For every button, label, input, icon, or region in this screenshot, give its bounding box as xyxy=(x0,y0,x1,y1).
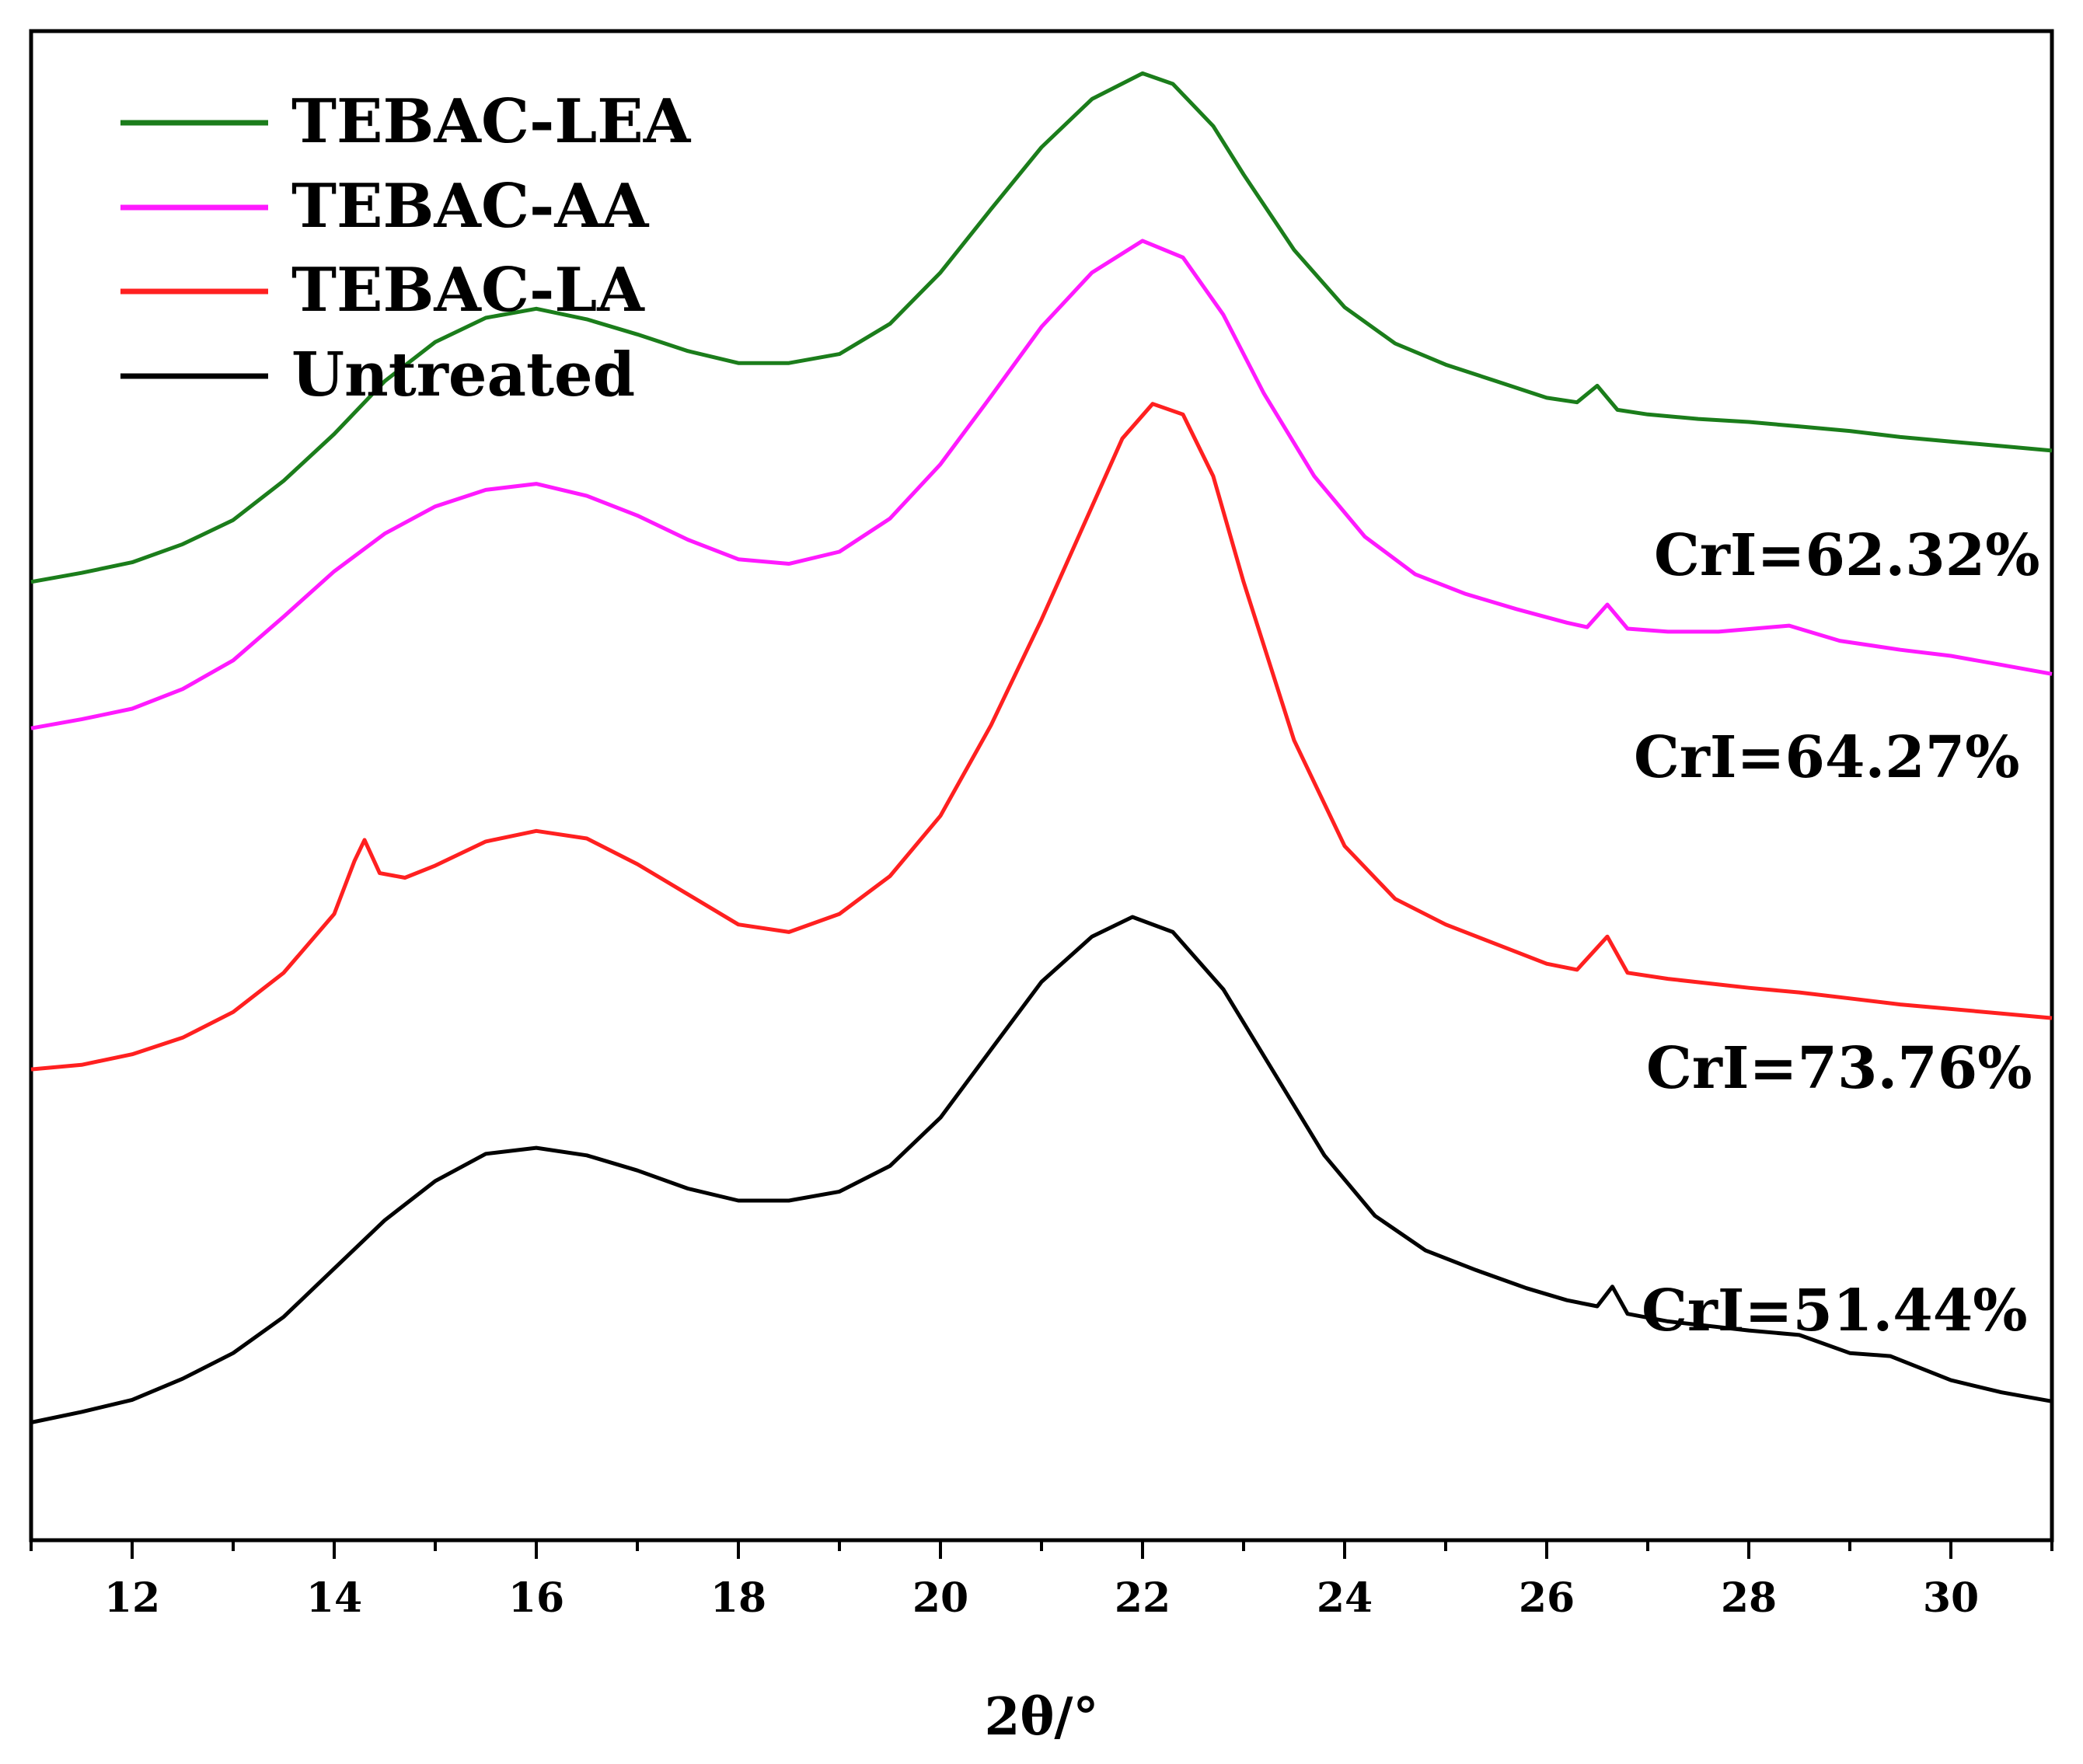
cri-label-tebac-aa: CrI=64.27% xyxy=(1634,724,2020,791)
x-axis-label: 2θ/° xyxy=(984,1686,1098,1747)
x-tick-label: 18 xyxy=(710,1574,766,1622)
legend-label-tebac-aa: TEBAC-AA xyxy=(291,171,650,242)
legend-label-tebac-lea: TEBAC-LEA xyxy=(291,86,692,157)
cri-label-tebac-lea: CrI=62.32% xyxy=(1654,522,2040,589)
x-tick-label: 16 xyxy=(508,1574,564,1622)
x-tick-label: 22 xyxy=(1115,1574,1171,1622)
x-tick-label: 12 xyxy=(104,1574,160,1622)
x-axis-ticks: 12 14 16 18 20 22 24 26 28 30 xyxy=(30,1540,2053,1622)
x-tick-label: 20 xyxy=(912,1574,968,1622)
legend-item-tebac-la: TEBAC-LA xyxy=(120,255,645,326)
x-tick-label: 14 xyxy=(306,1574,362,1622)
series-line-tebac-aa xyxy=(30,239,2053,730)
series-line-tebac-lea xyxy=(30,71,2053,584)
x-tick-label: 26 xyxy=(1519,1574,1575,1622)
legend-item-tebac-lea: TEBAC-LEA xyxy=(120,86,692,157)
legend-label-tebac-la: TEBAC-LA xyxy=(291,255,645,326)
x-tick-label: 30 xyxy=(1923,1574,1979,1622)
series-lines xyxy=(30,71,2053,1424)
legend-item-untreated: Untreated xyxy=(120,340,635,410)
cri-label-tebac-la: CrI=73.76% xyxy=(1646,1035,2032,1102)
series-line-untreated xyxy=(30,915,2053,1424)
x-tick-label: 28 xyxy=(1721,1574,1777,1622)
series-line-tebac-la xyxy=(30,402,2053,1072)
x-tick-label: 24 xyxy=(1317,1574,1373,1622)
cri-label-untreated: CrI=51.44% xyxy=(1642,1278,2028,1344)
legend-item-tebac-aa: TEBAC-AA xyxy=(120,171,650,242)
legend: TEBAC-LEA TEBAC-AA TEBAC-LA Untreated xyxy=(120,86,692,410)
legend-label-untreated: Untreated xyxy=(291,340,635,410)
